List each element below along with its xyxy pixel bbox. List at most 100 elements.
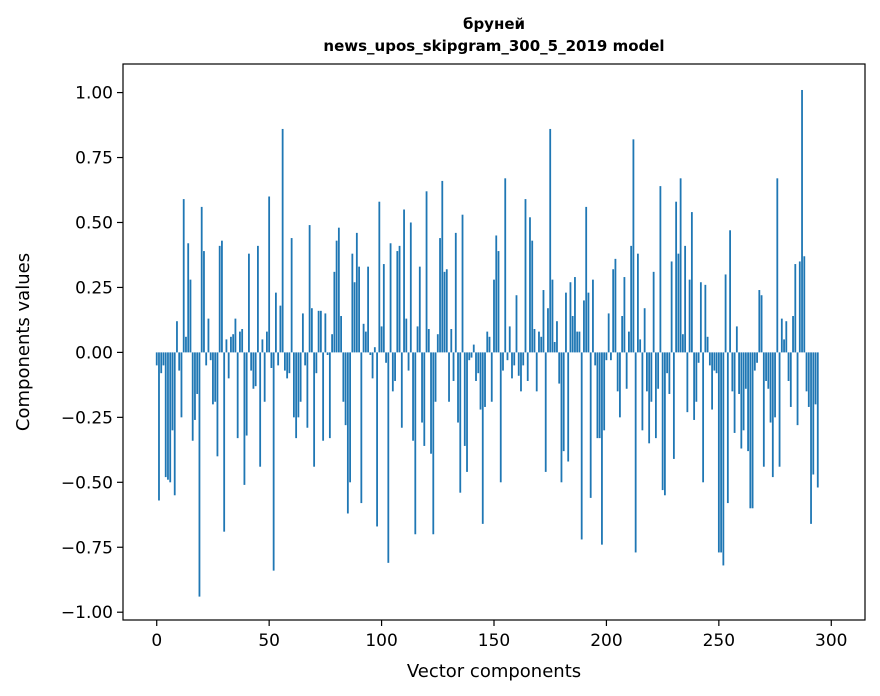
- bar-42: [250, 352, 253, 371]
- bar-series: [155, 89, 819, 597]
- bar-148: [488, 336, 491, 353]
- bar-156: [506, 352, 509, 361]
- bar-145: [481, 352, 484, 524]
- bar-40: [245, 352, 248, 436]
- bar-165: [526, 352, 529, 381]
- bar-37: [239, 331, 241, 353]
- bar-192: [587, 292, 590, 353]
- bar-147: [486, 331, 489, 353]
- bar-240: [695, 352, 698, 402]
- bar-181: [562, 352, 565, 452]
- bar-172: [542, 290, 545, 353]
- bar-214: [637, 253, 639, 353]
- bar-201: [607, 313, 610, 353]
- bar-97: [373, 347, 376, 353]
- bar-46: [259, 352, 262, 467]
- bar-239: [693, 352, 696, 420]
- bar-56: [281, 128, 284, 353]
- bar-12: [182, 199, 185, 353]
- bar-87: [351, 253, 354, 353]
- bar-216: [641, 352, 644, 431]
- bar-150: [493, 279, 495, 353]
- x-tick-label: 100: [365, 631, 397, 651]
- bar-22: [205, 352, 208, 366]
- bar-275: [774, 352, 776, 418]
- bar-63: [297, 352, 300, 418]
- y-tick-label: 0.50: [75, 213, 113, 233]
- bar-108: [398, 245, 401, 353]
- bar-123: [432, 352, 435, 535]
- bar-90: [358, 266, 360, 353]
- bar-32: [227, 352, 230, 379]
- bar-18: [196, 352, 199, 394]
- bar-272: [767, 352, 770, 389]
- bar-5: [167, 352, 169, 480]
- bar-252: [722, 352, 725, 566]
- bar-78: [331, 334, 334, 353]
- bar-9: [176, 321, 178, 353]
- bar-135: [459, 352, 462, 493]
- bar-271: [765, 352, 767, 381]
- bar-284: [794, 264, 797, 353]
- bar-177: [553, 342, 556, 353]
- x-axis-ticks: 0 50 100 150 200 250 300: [151, 620, 847, 651]
- bar-255: [729, 230, 731, 353]
- bar-17: [194, 352, 196, 420]
- bar-209: [625, 352, 628, 389]
- bar-151: [495, 235, 498, 353]
- bar-262: [744, 352, 747, 389]
- bar-231: [675, 201, 678, 353]
- bar-140: [470, 352, 473, 358]
- bar-7: [171, 352, 174, 431]
- bar-3: [162, 352, 165, 366]
- bar-285: [796, 352, 799, 426]
- bar-155: [504, 178, 507, 353]
- bar-33: [230, 336, 232, 353]
- x-tick-label: 150: [478, 631, 510, 651]
- bar-1: [158, 352, 160, 501]
- bar-73: [319, 310, 322, 353]
- bar-220: [650, 352, 653, 402]
- bar-219: [648, 352, 651, 444]
- bar-66: [304, 352, 307, 366]
- bar-186: [574, 277, 576, 353]
- bar-190: [583, 300, 585, 353]
- bar-251: [720, 352, 722, 553]
- bar-278: [780, 318, 783, 353]
- bar-24: [209, 352, 212, 361]
- plot-frame: [122, 63, 866, 621]
- bar-226: [663, 352, 666, 496]
- bar-132: [452, 352, 455, 381]
- bar-77: [328, 352, 331, 439]
- x-tick-label: 200: [590, 631, 622, 651]
- bar-29: [221, 240, 223, 353]
- bar-168: [533, 329, 536, 353]
- bar-93: [364, 331, 367, 353]
- bar-10: [178, 352, 181, 371]
- bar-142: [475, 352, 477, 381]
- bar-50: [268, 196, 271, 353]
- bar-139: [468, 352, 471, 361]
- bar-120: [425, 191, 428, 353]
- bar-6: [169, 352, 172, 483]
- bar-111: [405, 318, 408, 353]
- bar-249: [715, 352, 718, 374]
- bar-115: [414, 352, 417, 535]
- bar-159: [513, 352, 516, 366]
- bar-236: [686, 352, 689, 413]
- bar-260: [740, 352, 743, 449]
- bar-2: [160, 352, 163, 374]
- bar-195: [594, 352, 597, 366]
- bar-173: [544, 352, 547, 472]
- bar-256: [731, 352, 734, 392]
- bar-184: [569, 282, 572, 353]
- bar-71: [315, 352, 318, 374]
- bar-122: [430, 352, 432, 454]
- bar-270: [762, 352, 765, 467]
- bar-53: [275, 292, 277, 353]
- bar-250: [717, 352, 720, 553]
- bar-203: [612, 269, 615, 353]
- bar-217: [643, 308, 646, 353]
- bar-4: [164, 352, 167, 478]
- bar-232: [677, 253, 680, 353]
